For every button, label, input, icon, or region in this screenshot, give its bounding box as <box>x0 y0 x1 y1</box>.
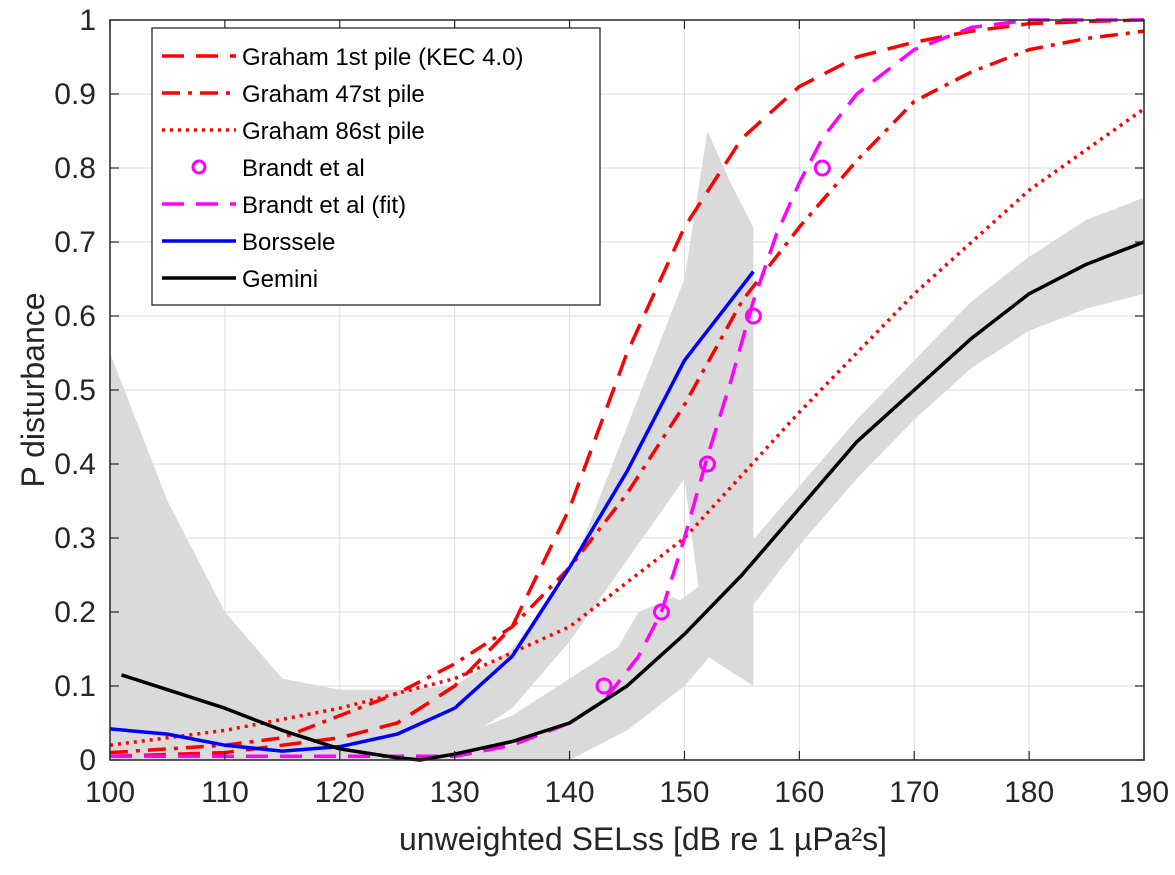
x-tick-label: 110 <box>201 776 249 809</box>
legend-label-graham-1st-pile-kec-4-0: Graham 1st pile (KEC 4.0) <box>242 44 523 71</box>
legend-label-graham-86st-pile: Graham 86st pile <box>242 118 425 145</box>
legend-label-borssele: Borssele <box>242 229 335 256</box>
x-tick-label: 180 <box>1004 776 1054 809</box>
legend: Graham 1st pile (KEC 4.0) Graham 47st pil… <box>151 27 601 306</box>
legend-label-brandt-et-al-fit: Brandt et al (fit) <box>242 192 406 219</box>
x-axis-title: unweighted SELss [dB re 1 µPa²s] <box>399 821 887 857</box>
y-tick-label: 0.3 <box>54 522 96 555</box>
y-tick-label: 0.7 <box>54 226 96 259</box>
x-tick-label: 190 <box>1119 776 1169 809</box>
legend-label-brandt-et-al: Brandt et al <box>242 155 365 182</box>
legend-box <box>151 27 601 306</box>
x-tick-label: 140 <box>545 776 595 809</box>
x-tick-label: 160 <box>774 776 824 809</box>
data-point-brandt-et-al <box>744 307 762 325</box>
series-line-graham-47st-pile <box>109 29 1145 755</box>
y-tick-label: 0 <box>79 744 96 777</box>
data-point-brandt-et-al <box>652 603 670 621</box>
y-tick-label: 1 <box>79 4 96 37</box>
series-line-borssele <box>109 270 755 753</box>
x-tick-label: 100 <box>85 776 135 809</box>
series-line-gemini <box>120 240 1145 762</box>
y-tick-label: 0.1 <box>54 670 96 703</box>
confidence-band-3 <box>604 597 708 701</box>
x-tick-label: 130 <box>430 776 480 809</box>
y-tick-label: 0.2 <box>54 596 96 629</box>
x-tick-label: 150 <box>659 776 709 809</box>
data-point-brandt-et-al <box>813 159 831 177</box>
y-tick-label: 0.8 <box>54 152 96 185</box>
x-tick-label: 170 <box>889 776 939 809</box>
data-point-brandt-et-al <box>698 455 716 473</box>
legend-marker-brandt-et-al <box>191 159 207 175</box>
y-tick-label: 0.5 <box>54 374 96 407</box>
y-tick-label: 0.6 <box>54 300 96 333</box>
y-axis-title: P disturbance <box>15 292 51 487</box>
legend-label-graham-47st-pile: Graham 47st pile <box>242 81 425 108</box>
legend-label-gemini: Gemini <box>242 266 318 293</box>
data-point-brandt-et-al <box>595 677 613 695</box>
y-tick-label: 0.4 <box>54 448 96 481</box>
series-lines <box>109 18 1146 762</box>
x-tick-label: 120 <box>315 776 365 809</box>
series-line-graham-1st-pile-kec-4-0 <box>109 18 1145 759</box>
y-tick-label: 0.9 <box>54 78 96 111</box>
confidence-band-1 <box>110 131 754 760</box>
axis-ticks: 100 110 120 130 140 150 160 170 180 190 0 0.1 0.2 0.3… <box>54 4 1169 809</box>
